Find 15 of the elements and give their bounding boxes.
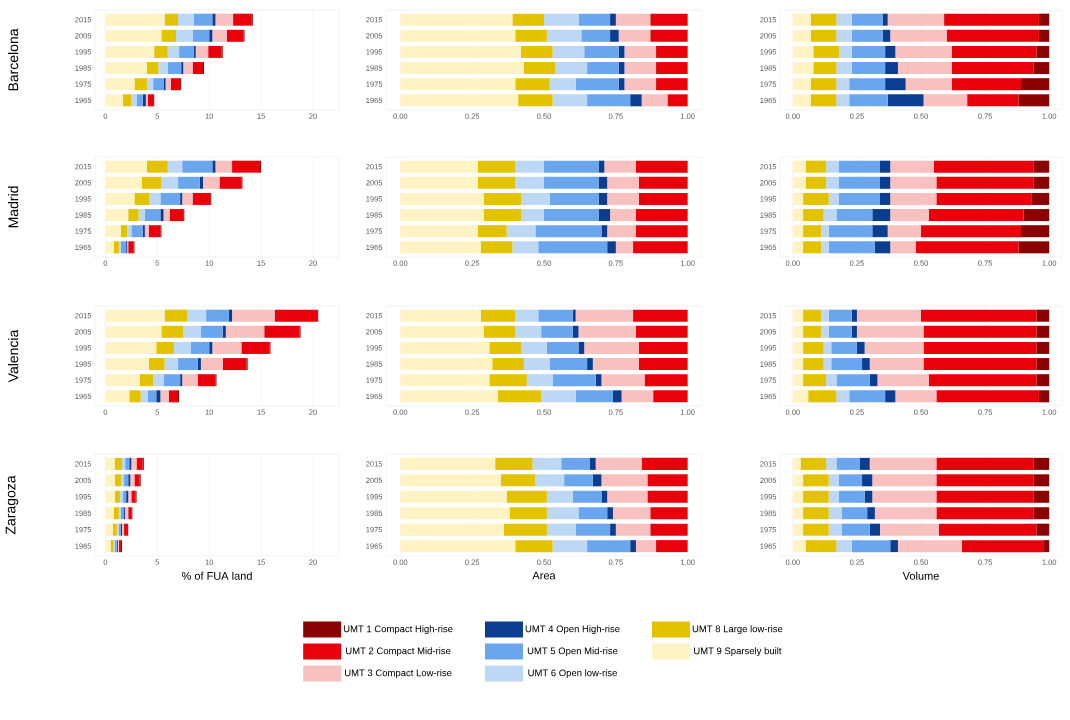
y-axis-title: Zaragoza	[5, 475, 19, 535]
x-axis-title: Volume	[902, 571, 939, 580]
legend-label: UMT 4 Open High-rise	[525, 625, 620, 635]
legend-label: UMT 2 Compact Mid-rise	[346, 647, 451, 657]
y-axis-title: Valencia	[7, 329, 19, 383]
y-axis-title: Barcelona	[7, 28, 19, 91]
x-axis-title: Area	[532, 571, 556, 580]
x-axis-title: % of FUA land	[181, 571, 252, 580]
legend-label: UMT 6 Open low-rise	[528, 669, 617, 679]
legend-label: UMT 9 Sparsely built	[694, 647, 782, 657]
y-axis-title: Madrid	[7, 186, 19, 228]
legend-label: UMT 5 Open Mid-rise	[527, 647, 618, 657]
legend-label: UMT 8 Large low-rise	[692, 625, 783, 635]
legend-label: UMT 3 Compact Low-rise	[344, 669, 452, 679]
legend-label: UMT 1 Compact High-rise	[343, 625, 453, 635]
